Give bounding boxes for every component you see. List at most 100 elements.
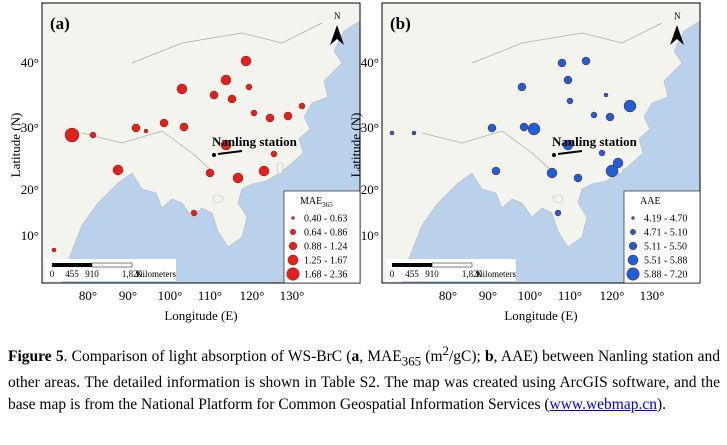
station-dot [212,153,216,157]
caption-text: , AAE) between Nanling station and other… [8,348,720,414]
x-axis-label: Longitude (E) [164,308,237,323]
panel-label: (b) [390,14,411,33]
legend-title-text: MAE [300,196,322,207]
y-tick-label: 40° [361,55,379,70]
site-dot [220,139,232,151]
site-dot [605,164,619,178]
site-dot [64,127,80,143]
site-dot [562,139,574,151]
scale-tick: 0 [50,269,55,279]
caption-label: Figure 5 [8,348,64,366]
y-tick-label: 30° [21,120,39,135]
x-tick-label: 80° [439,288,457,303]
x-tick-label: 130° [280,288,305,303]
frame [41,2,361,284]
site-dot [563,75,573,85]
scale-unit: Kilometers [476,269,516,279]
y-tick-label: 10° [361,228,379,243]
site-dot [227,94,237,104]
scale-seg [91,262,133,268]
site-dot [250,109,258,117]
site-dot [89,131,97,139]
x-tick-label: 90° [479,288,497,303]
caption-sup: 2 [442,343,449,358]
site-dot [245,83,253,91]
legend: AAE 4.19 - 4.70 4.71 - 5.10 5.11 - 5.50 5.51… [623,190,701,284]
north-arrow [670,25,684,45]
scale-tick: 1,820 [122,269,143,279]
x-axis-label: Longitude (E) [504,308,577,323]
site-dot [209,90,219,100]
legend-entry: 1.25 - 1.67 [304,256,347,267]
border [471,22,663,64]
panel-label: (a) [50,14,70,33]
legend-entry: 5.88 - 7.20 [644,270,687,281]
site-dot [176,83,188,95]
station-label: Nanling station [212,134,298,149]
legend-symbol [287,254,299,266]
scale-seg [52,263,92,267]
site-dot [265,113,275,123]
caption-link[interactable]: www.webmap.cn [549,396,657,414]
legend-entry: 4.19 - 4.70 [644,214,687,225]
y-tick-label: 20° [361,182,379,197]
legend-title: AAE [640,196,661,207]
legend-box [283,190,361,284]
scale-unit: Kilometers [136,269,176,279]
site-dot [190,209,198,217]
scale-seg [392,263,432,267]
site-dot [159,118,169,128]
x-tick-label: 90° [119,288,137,303]
site-dot [519,122,529,132]
legend-symbol [627,254,639,266]
legend-entry: 5.51 - 5.88 [644,256,687,267]
y-tick-label: 30° [361,120,379,135]
island [276,161,284,175]
site-dot [598,149,606,157]
station-label: Nanling station [552,134,638,149]
map-panel: (a) N Nanling station MAE365 0.40 - 0.63 0.64… [41,2,361,284]
scale-tick: 1,820 [462,269,483,279]
site-dot [557,58,567,68]
site-dot [258,165,270,177]
legend-entry: 0.64 - 0.86 [304,228,347,239]
border [421,130,553,172]
north-label: N [334,11,341,21]
site-dot [220,74,232,86]
site-dot [566,97,574,105]
land [381,2,701,284]
x-tick-label: 100° [158,288,183,303]
site-dot [546,167,558,179]
border [81,130,213,172]
site-dot [603,92,609,98]
site-dot [240,55,252,67]
legend-entry: 0.40 - 0.63 [304,214,347,225]
x-tick-label: 80° [79,288,97,303]
site-dot [573,173,583,183]
caption-text: . Comparison of light absorption of WS-B… [63,348,352,366]
map-panel: (b) N Nanling station AAE 4.19 - 4.70 4.71 - … [381,2,701,284]
scale-tick: 455 [65,269,79,279]
legend-title-text: AAE [640,196,661,207]
legend-symbol [626,267,640,281]
caption-text: ). [656,396,667,414]
scale-seg [431,262,473,268]
caption-text: (m [421,348,443,366]
site-dot [411,130,417,136]
land [41,2,361,284]
site-dot [527,122,541,136]
scale-tick: 0 [390,269,395,279]
legend-symbol [631,216,635,220]
station-arrow [217,150,243,155]
site-dot [554,209,562,217]
caption-text: , MAE [359,348,402,366]
caption-bold: a [351,348,360,366]
station-arrow [557,150,583,155]
legend-symbol [286,267,300,281]
scale-tick: 455 [405,269,419,279]
x-tick-label: 100° [518,288,543,303]
scale-tick: 910 [425,269,439,279]
site-dot [143,128,149,134]
border [131,22,323,64]
